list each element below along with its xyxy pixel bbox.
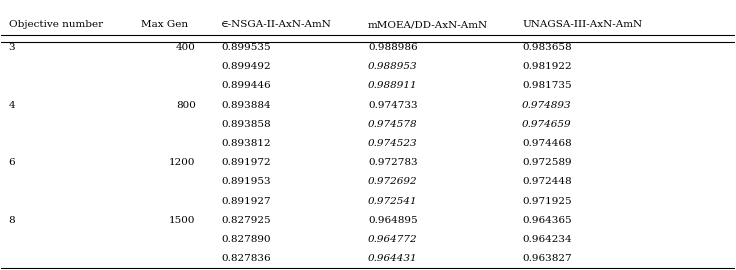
Text: 0.972541: 0.972541: [368, 197, 417, 206]
Text: 8: 8: [9, 216, 15, 225]
Text: 0.981735: 0.981735: [522, 81, 572, 90]
Text: 0.963827: 0.963827: [522, 254, 572, 264]
Text: 0.988986: 0.988986: [368, 43, 417, 52]
Text: 0.899492: 0.899492: [222, 62, 271, 71]
Text: 0.974523: 0.974523: [368, 139, 417, 148]
Text: Max Gen: Max Gen: [141, 20, 188, 29]
Text: 0.971925: 0.971925: [522, 197, 572, 206]
Text: UNAGSA-III-AxN-AmN: UNAGSA-III-AxN-AmN: [522, 20, 642, 29]
Text: 0.972589: 0.972589: [522, 158, 572, 167]
Text: 0.964431: 0.964431: [368, 254, 417, 264]
Text: 0.891927: 0.891927: [222, 197, 271, 206]
Text: 0.972692: 0.972692: [368, 177, 417, 187]
Text: 0.964895: 0.964895: [368, 216, 417, 225]
Text: 0.974733: 0.974733: [368, 100, 417, 110]
Text: 0.964234: 0.964234: [522, 235, 572, 244]
Text: 0.974468: 0.974468: [522, 139, 572, 148]
Text: 0.827925: 0.827925: [222, 216, 271, 225]
Text: ∈-NSGA-II-AxN-AmN: ∈-NSGA-II-AxN-AmN: [222, 20, 332, 29]
Text: 0.893858: 0.893858: [222, 120, 271, 129]
Text: 0.891953: 0.891953: [222, 177, 271, 187]
Text: 0.893812: 0.893812: [222, 139, 271, 148]
Text: 800: 800: [176, 100, 196, 110]
Text: 0.964772: 0.964772: [368, 235, 417, 244]
Text: 0.964365: 0.964365: [522, 216, 572, 225]
Text: Objective number: Objective number: [9, 20, 103, 29]
Text: 4: 4: [9, 100, 15, 110]
Text: 0.974893: 0.974893: [522, 100, 572, 110]
Text: 0.827836: 0.827836: [222, 254, 271, 264]
Text: 0.974578: 0.974578: [368, 120, 417, 129]
Text: 400: 400: [176, 43, 196, 52]
Text: 6: 6: [9, 158, 15, 167]
Text: 0.972448: 0.972448: [522, 177, 572, 187]
Text: 0.899446: 0.899446: [222, 81, 271, 90]
Text: 0.972783: 0.972783: [368, 158, 417, 167]
Text: 1500: 1500: [169, 216, 196, 225]
Text: 0.827890: 0.827890: [222, 235, 271, 244]
Text: 1200: 1200: [169, 158, 196, 167]
Text: 0.974659: 0.974659: [522, 120, 572, 129]
Text: 0.891972: 0.891972: [222, 158, 271, 167]
Text: 0.893884: 0.893884: [222, 100, 271, 110]
Text: 3: 3: [9, 43, 15, 52]
Text: 0.899535: 0.899535: [222, 43, 271, 52]
Text: 0.983658: 0.983658: [522, 43, 572, 52]
Text: mMOEA/DD-AxN-AmN: mMOEA/DD-AxN-AmN: [368, 20, 488, 29]
Text: 0.988911: 0.988911: [368, 81, 417, 90]
Text: 0.981922: 0.981922: [522, 62, 572, 71]
Text: 0.988953: 0.988953: [368, 62, 417, 71]
